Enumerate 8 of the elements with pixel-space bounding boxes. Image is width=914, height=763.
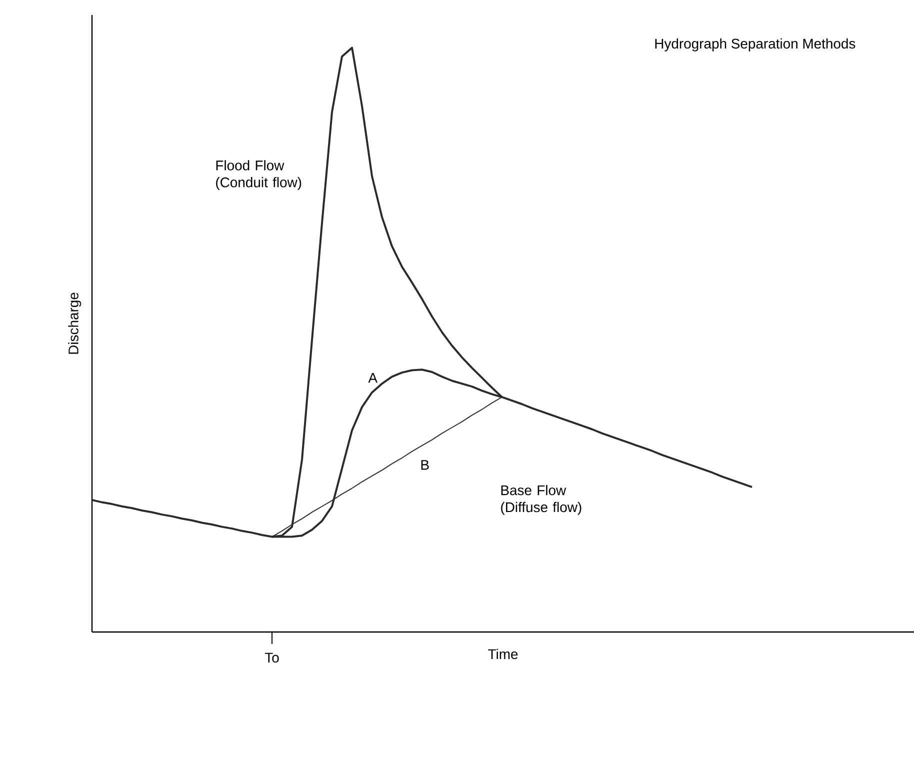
annotation: Flood Flow (Conduit flow) xyxy=(216,160,302,190)
chart-title: Hydrograph Separation Methods xyxy=(655,38,856,52)
annotation: B xyxy=(421,460,429,470)
y-axis-title: Discharge xyxy=(68,292,82,354)
annotation: Base Flow (Diffuse flow) xyxy=(501,484,582,515)
text: To xyxy=(264,652,279,663)
annotation: A xyxy=(368,373,378,383)
x-axis-title: Time xyxy=(488,648,518,660)
